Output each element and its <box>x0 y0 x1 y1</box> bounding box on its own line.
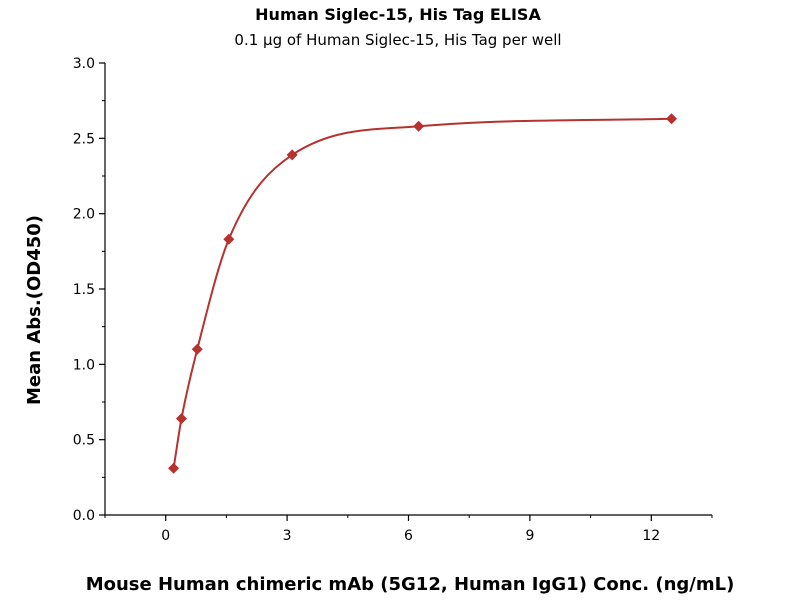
y-tick-label: 0.5 <box>73 433 95 449</box>
y-tick-label: 2.5 <box>73 131 95 147</box>
y-tick-label: 0.0 <box>73 508 95 524</box>
x-tick-label: 6 <box>404 528 413 544</box>
axes <box>104 63 712 516</box>
y-axis-label: Mean Abs.(OD450) <box>24 215 45 405</box>
data-point-diamond <box>191 343 203 355</box>
x-tick-label: 3 <box>283 528 292 544</box>
y-tick-label: 1.5 <box>73 282 95 298</box>
series-layer <box>168 113 678 474</box>
y-tick-label: 3.0 <box>73 56 95 72</box>
x-tick-label: 12 <box>642 528 660 544</box>
data-point-diamond <box>223 233 235 245</box>
data-point-diamond <box>168 462 180 474</box>
fit-curve <box>172 117 672 469</box>
data-point-diamond <box>413 120 425 132</box>
data-point-diamond <box>666 113 678 125</box>
data-point-diamond <box>175 413 187 425</box>
x-tick-label: 9 <box>525 528 534 544</box>
chart-subtitle: 0.1 μg of Human Siglec-15, His Tag per w… <box>234 31 561 49</box>
y-axis-ticks: 0.0 0.5 1.0 1.5 2.0 2.5 3.0 <box>73 56 105 524</box>
x-axis-ticks: 0 3 6 9 12 <box>104 515 713 544</box>
y-tick-label: 1.0 <box>73 357 95 373</box>
y-tick-label: 2.0 <box>73 207 95 223</box>
data-point-diamond <box>286 149 298 161</box>
chart-title: Human Siglec-15, His Tag ELISA <box>255 5 541 24</box>
x-tick-label: 0 <box>161 528 170 544</box>
x-axis-label: Mouse Human chimeric mAb (5G12, Human Ig… <box>86 574 735 595</box>
